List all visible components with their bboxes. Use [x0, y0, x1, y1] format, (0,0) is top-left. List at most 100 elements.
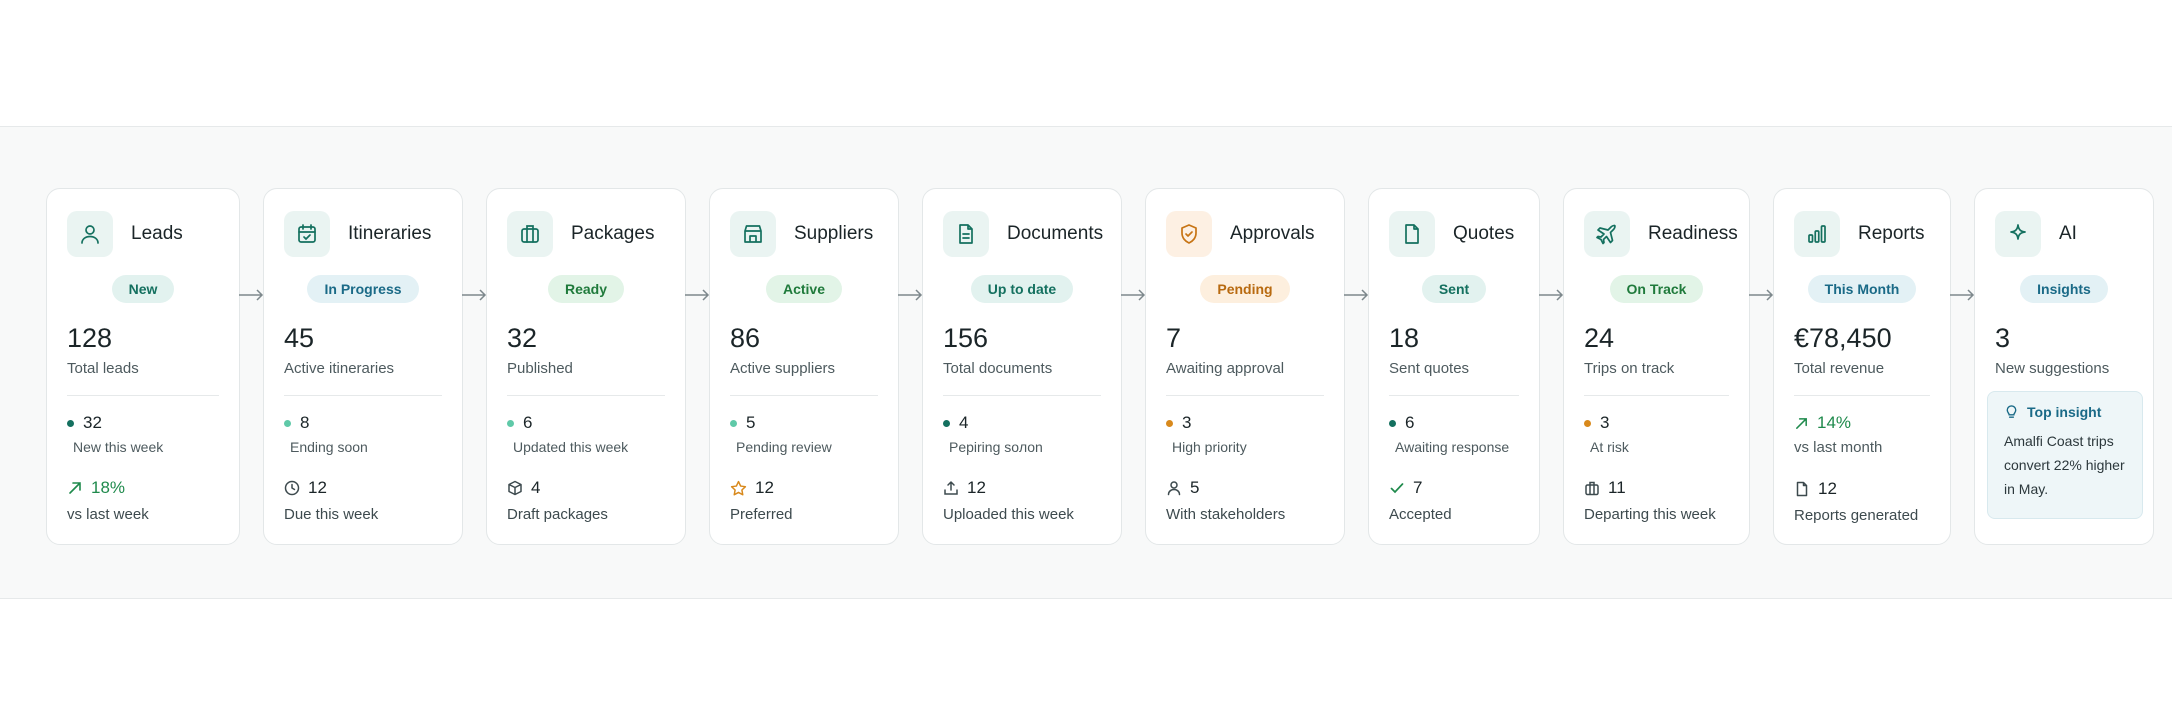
plane-icon — [1584, 211, 1630, 257]
divider — [943, 395, 1101, 396]
pipeline-band: Leads New 128 Total leads 32 New this we… — [0, 126, 2172, 599]
foot-label: Draft packages — [507, 506, 608, 523]
flow-arrow — [239, 188, 264, 545]
flow-arrow — [1539, 188, 1564, 545]
main-value: 45 — [284, 323, 315, 353]
status-dot — [507, 419, 514, 427]
file-icon — [1389, 211, 1435, 257]
main-value-label: Trips on track — [1584, 360, 1675, 377]
card-documents[interactable]: Documents Up to date 156 Total documents… — [922, 188, 1122, 545]
card-itineraries[interactable]: Itineraries In Progress 45 Active itiner… — [263, 188, 463, 545]
foot-value: 12 — [967, 478, 986, 497]
main-value: 18 — [1389, 323, 1420, 353]
status-badge: New — [111, 275, 175, 303]
card-title: Packages — [571, 223, 655, 244]
foot-value: 7 — [1413, 478, 1423, 497]
trend-up-icon — [1796, 417, 1807, 429]
briefcase-icon — [507, 211, 553, 257]
flow-arrow — [898, 188, 923, 545]
status-dot — [730, 419, 737, 427]
upload-icon — [944, 480, 958, 495]
card-title: Readiness — [1648, 223, 1738, 244]
divider — [730, 395, 878, 396]
stat-value: 3 — [1600, 413, 1610, 432]
status-dot — [67, 419, 74, 427]
card-leads[interactable]: Leads New 128 Total leads 32 New this we… — [46, 188, 240, 545]
stat-value: 32 — [83, 413, 102, 432]
status-badge: On Track — [1609, 275, 1704, 303]
stat-value: 4 — [959, 413, 969, 432]
check-icon — [1390, 483, 1404, 494]
insight-text: Amalfi Coast trips convert 22% higher in… — [2004, 433, 2125, 497]
document-icon — [943, 211, 989, 257]
status-badge: Pending — [1200, 275, 1290, 303]
stat-value: 6 — [523, 413, 533, 432]
stat-label: At risk — [1590, 439, 1629, 455]
card-packages[interactable]: Packages Ready 32 Published 6 Updated th… — [486, 188, 686, 545]
stat-value: 14% — [1817, 413, 1852, 432]
divider — [1166, 395, 1324, 396]
file-icon — [1796, 481, 1808, 497]
stat-label: New this week — [73, 439, 164, 455]
main-value-label: Awaiting approval — [1166, 360, 1285, 377]
shield-check-icon — [1166, 211, 1212, 257]
flow-arrow — [1950, 188, 1975, 545]
divider — [67, 395, 219, 396]
foot-label: With stakeholders — [1166, 506, 1286, 523]
status-badge: Insights — [2020, 275, 2108, 303]
calendar-check-icon — [284, 211, 330, 257]
sparkle-icon — [1995, 211, 2041, 257]
main-value-label: New suggestions — [1995, 360, 2110, 377]
status-badge: Ready — [547, 275, 625, 303]
main-value: 7 — [1166, 323, 1182, 353]
card-readiness[interactable]: Readiness On Track 24 Trips on track 3 A… — [1563, 188, 1750, 545]
user-icon — [67, 211, 113, 257]
status-badge: Sent — [1421, 275, 1487, 303]
pipeline-row: Leads New 128 Total leads 32 New this we… — [46, 188, 2154, 545]
foot-label: Accepted — [1389, 506, 1452, 523]
main-value-label: Active itineraries — [284, 360, 395, 377]
stat-value: 8 — [300, 413, 310, 432]
foot-label: Departing this week — [1584, 506, 1716, 523]
card-title: Documents — [1007, 223, 1104, 244]
divider — [507, 395, 665, 396]
main-value: 128 — [67, 323, 113, 353]
stat-label: Awaiting response — [1395, 439, 1510, 455]
foot-value: 11 — [1608, 478, 1626, 497]
stat-label: High priority — [1172, 439, 1247, 455]
main-value: €78,450 — [1794, 323, 1892, 353]
clock-icon — [284, 480, 300, 496]
card-ai[interactable]: AI Insights 3 New suggestions Top insigh… — [1974, 188, 2154, 545]
bar-chart-icon — [1794, 211, 1840, 257]
main-value-label: Published — [507, 360, 573, 377]
card-suppliers[interactable]: Suppliers Active 86 Active suppliers 5 P… — [709, 188, 899, 545]
main-value-label: Sent quotes — [1389, 360, 1470, 377]
insight-title: Top insight — [2027, 404, 2102, 420]
foot-label: Due this week — [284, 506, 379, 523]
insight-panel[interactable]: Top insight Amalfi Coast trips convert 2… — [1987, 391, 2143, 519]
card-reports[interactable]: Reports This Month €78,450 Total revenue… — [1773, 188, 1951, 545]
stat-label: Pepiring soлon — [949, 439, 1043, 455]
luggage-icon — [1585, 481, 1599, 496]
flow-arrow — [1121, 188, 1146, 545]
card-approvals[interactable]: Approvals Pending 7 Awaiting approval 3 … — [1145, 188, 1345, 545]
main-value: 156 — [943, 323, 989, 353]
stat-value: 3 — [1182, 413, 1192, 432]
person-icon — [1167, 481, 1181, 496]
store-icon — [730, 211, 776, 257]
flow-arrow — [1344, 188, 1369, 545]
stat-label: Pending review — [736, 439, 832, 455]
star-icon — [730, 480, 747, 496]
main-value: 3 — [1995, 323, 2011, 353]
flow-arrow — [685, 188, 710, 545]
card-quotes[interactable]: Quotes Sent 18 Sent quotes 6 Awaiting re… — [1368, 188, 1540, 545]
main-value: 86 — [730, 323, 761, 353]
main-value: 32 — [507, 323, 538, 353]
main-value-label: Total documents — [943, 360, 1053, 377]
main-value-label: Active suppliers — [730, 360, 836, 377]
status-dot — [1389, 419, 1396, 427]
foot-label: vs last week — [67, 506, 149, 523]
status-dot — [284, 419, 291, 427]
foot-value: 18% — [91, 478, 126, 497]
status-badge: In Progress — [307, 275, 419, 303]
